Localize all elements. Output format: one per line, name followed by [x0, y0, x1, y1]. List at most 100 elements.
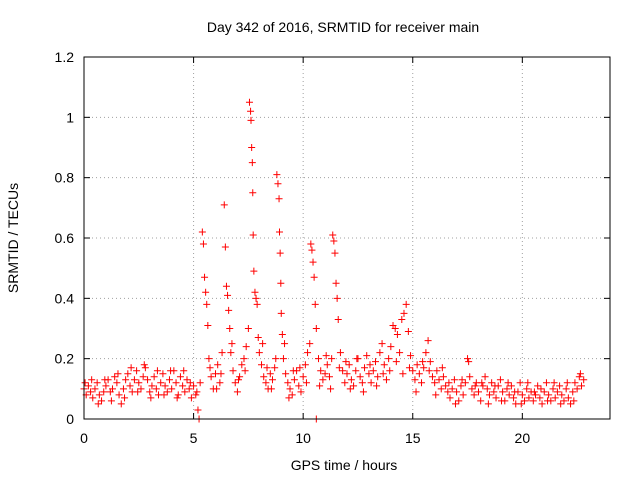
data-point [376, 349, 384, 357]
data-point [333, 294, 341, 302]
data-point [422, 349, 430, 357]
data-point [483, 385, 491, 393]
data-point [247, 107, 255, 115]
data-point [575, 373, 583, 381]
data-point [207, 373, 215, 381]
data-point [93, 379, 101, 387]
data-point [247, 116, 255, 124]
data-point [254, 334, 262, 342]
data-point [306, 340, 314, 348]
data-point [227, 349, 235, 357]
data-point [91, 385, 99, 393]
data-point [378, 340, 386, 348]
data-point [192, 391, 200, 399]
x-tick-label: 20 [515, 430, 531, 446]
data-point [81, 379, 89, 387]
data-point [330, 237, 338, 245]
data-point [229, 367, 237, 375]
data-point [218, 349, 226, 357]
data-point [518, 391, 526, 399]
data-point [352, 367, 360, 375]
data-point [147, 394, 155, 402]
data-point [222, 282, 230, 290]
data-point [323, 361, 331, 369]
data-point [311, 300, 319, 308]
data-point [420, 364, 428, 372]
data-point [373, 382, 381, 390]
data-point [428, 373, 436, 381]
data-point [233, 388, 241, 396]
data-point [342, 358, 350, 366]
data-point [249, 189, 257, 197]
data-point [350, 382, 358, 390]
data-point [159, 370, 167, 378]
data-point [325, 373, 333, 381]
grid-lines [84, 57, 610, 419]
data-point [534, 382, 542, 390]
data-point [216, 379, 224, 387]
data-point [387, 343, 395, 351]
data-point [424, 337, 432, 345]
data-point [437, 385, 445, 393]
data-point [248, 144, 256, 151]
data-point [299, 373, 307, 381]
data-point [242, 343, 250, 351]
data-point [238, 361, 246, 369]
data-point [273, 171, 281, 179]
data-point [380, 361, 388, 369]
data-point [530, 388, 538, 396]
x-tick-label: 5 [190, 430, 198, 446]
data-point [316, 382, 324, 390]
data-point [435, 376, 443, 384]
data-point [150, 373, 158, 381]
data-point [402, 300, 410, 308]
data-point [485, 391, 493, 399]
data-point [196, 379, 204, 387]
data-point [393, 331, 401, 339]
data-point [213, 385, 221, 393]
data-point [558, 391, 566, 399]
data-point [379, 370, 387, 378]
data-point [137, 385, 145, 393]
data-point [405, 364, 413, 372]
y-tick-label: 0.2 [55, 351, 75, 367]
data-point [361, 364, 369, 372]
data-point [310, 273, 318, 281]
data-point [235, 376, 243, 384]
data-point [115, 391, 123, 399]
data-point [259, 340, 267, 348]
data-point [341, 379, 349, 387]
data-point [426, 358, 434, 366]
data-point [249, 231, 257, 239]
data-point [317, 367, 325, 375]
data-point [540, 388, 548, 396]
data-point [347, 376, 355, 384]
data-point [496, 376, 504, 384]
data-point [111, 373, 119, 381]
data-point [413, 361, 421, 369]
data-point [367, 379, 375, 387]
data-point [285, 394, 293, 402]
data-point [251, 288, 259, 296]
y-tick-label: 1.2 [55, 49, 75, 65]
data-point [275, 195, 283, 203]
data-point [382, 376, 390, 384]
data-point [439, 373, 447, 381]
data-point [464, 355, 472, 363]
data-point [396, 349, 404, 357]
data-point [214, 361, 222, 369]
data-point [567, 400, 575, 408]
data-point [503, 385, 511, 393]
data-point [478, 379, 486, 387]
data-point [553, 388, 561, 396]
data-point [277, 279, 285, 287]
data-point [160, 391, 168, 399]
data-point [404, 328, 412, 336]
data-point [336, 349, 344, 357]
data-point [165, 376, 173, 384]
data-point [442, 382, 450, 390]
data-point [204, 321, 212, 329]
data-point [176, 373, 184, 381]
data-point [94, 400, 102, 408]
data-point [193, 388, 201, 396]
